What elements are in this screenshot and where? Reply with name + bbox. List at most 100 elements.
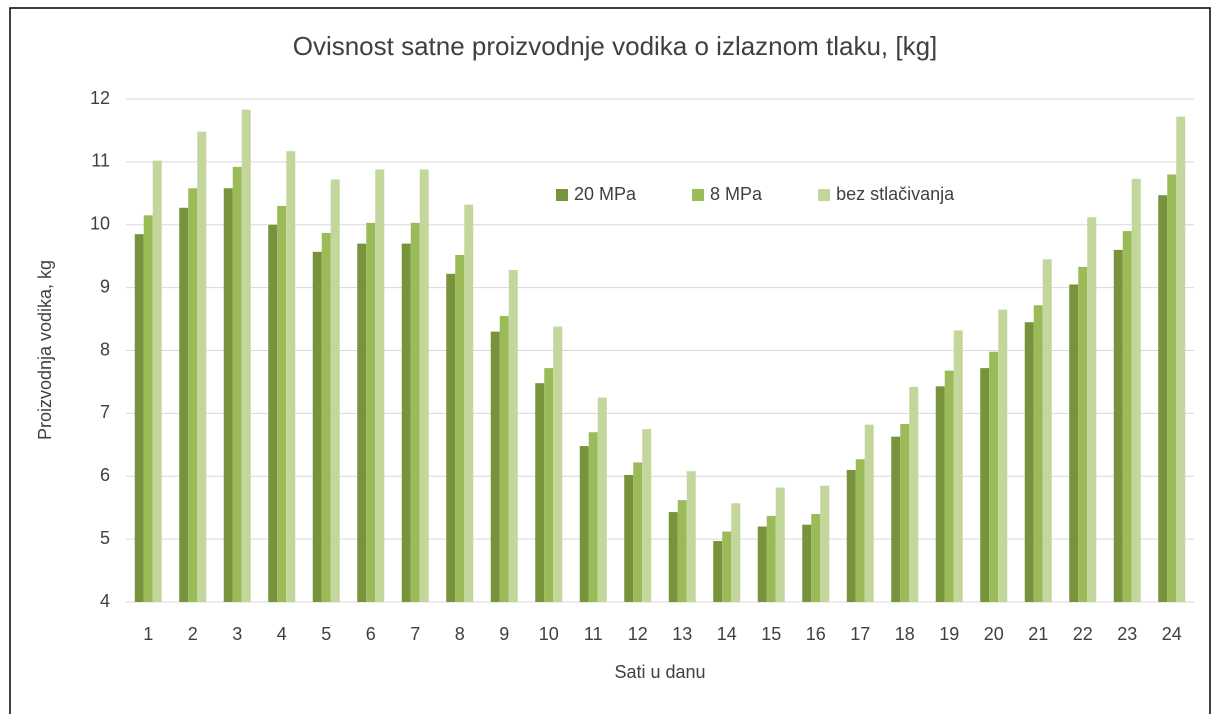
x-tick-label: 12 xyxy=(628,624,648,644)
bar xyxy=(731,503,741,602)
bar xyxy=(766,515,776,602)
bar xyxy=(499,315,509,602)
bar xyxy=(722,531,732,602)
bar xyxy=(1087,217,1097,602)
bar xyxy=(544,368,554,602)
x-tick-label: 21 xyxy=(1028,624,1048,644)
bar xyxy=(223,188,233,602)
bar xyxy=(410,222,420,602)
x-tick-label: 3 xyxy=(232,624,242,644)
bar xyxy=(401,243,411,603)
bar xyxy=(1167,174,1177,602)
x-tick-label: 5 xyxy=(321,624,331,644)
x-tick-label: 2 xyxy=(188,624,198,644)
x-tick-label: 7 xyxy=(410,624,420,644)
bar xyxy=(321,232,331,602)
bar xyxy=(686,471,696,602)
x-tick-label: 8 xyxy=(455,624,465,644)
x-tick-label: 19 xyxy=(939,624,959,644)
x-tick-label: 1 xyxy=(143,624,153,644)
bar xyxy=(588,432,598,602)
x-tick-label: 13 xyxy=(672,624,692,644)
legend-swatch xyxy=(692,189,705,201)
y-tick-label: 4 xyxy=(100,591,110,611)
bar xyxy=(624,474,634,602)
bar xyxy=(909,386,919,602)
y-tick-label: 5 xyxy=(100,528,110,548)
bar xyxy=(802,524,812,602)
bar xyxy=(597,397,607,602)
bar xyxy=(846,469,856,602)
x-tick-label: 10 xyxy=(539,624,559,644)
x-tick-label: 15 xyxy=(761,624,781,644)
bar xyxy=(152,160,162,602)
legend-label: bez stlačivanja xyxy=(836,184,955,204)
y-tick-label: 8 xyxy=(100,339,110,359)
bar xyxy=(508,270,518,602)
x-tick-label: 23 xyxy=(1117,624,1137,644)
bar xyxy=(900,424,910,602)
bar xyxy=(998,309,1008,602)
bar xyxy=(553,326,563,602)
bar xyxy=(633,462,643,602)
x-tick-label: 6 xyxy=(366,624,376,644)
legend-label: 20 MPa xyxy=(574,184,637,204)
legend-swatch xyxy=(556,189,568,201)
bar xyxy=(944,370,954,602)
y-tick-label: 10 xyxy=(90,214,110,234)
x-tick-label: 4 xyxy=(277,624,287,644)
bar xyxy=(143,215,153,602)
bar xyxy=(241,109,251,602)
bar xyxy=(642,429,652,602)
bar xyxy=(446,273,456,602)
bar xyxy=(179,207,189,602)
y-axis-label: Proizvodnja vodika, kg xyxy=(35,260,55,440)
bar xyxy=(864,424,874,602)
bar xyxy=(989,351,999,602)
bar xyxy=(277,205,287,602)
x-tick-label: 16 xyxy=(806,624,826,644)
bar xyxy=(375,169,385,603)
bar xyxy=(891,436,901,602)
bar xyxy=(286,151,296,602)
chart-title: Ovisnost satne proizvodnje vodika o izla… xyxy=(293,31,938,61)
bar xyxy=(357,243,367,603)
bar xyxy=(232,166,242,602)
x-tick-label: 17 xyxy=(850,624,870,644)
y-tick-label: 7 xyxy=(100,402,110,422)
bar xyxy=(490,331,500,602)
bar xyxy=(312,251,322,602)
bar xyxy=(1176,116,1186,602)
x-tick-label: 11 xyxy=(584,624,603,644)
y-tick-label: 6 xyxy=(100,465,110,485)
x-tick-label: 18 xyxy=(895,624,915,644)
x-tick-label: 20 xyxy=(984,624,1004,644)
bar xyxy=(1158,195,1168,603)
bar xyxy=(366,222,376,602)
x-tick-label: 14 xyxy=(717,624,737,644)
chart-frame xyxy=(9,7,1211,714)
bar xyxy=(455,254,465,602)
bar xyxy=(1113,249,1123,602)
bar xyxy=(579,446,589,602)
bar xyxy=(1042,259,1052,602)
bar xyxy=(820,485,830,602)
legend-swatch xyxy=(818,189,831,201)
x-tick-label: 9 xyxy=(499,624,509,644)
bar xyxy=(713,541,723,602)
x-tick-label: 22 xyxy=(1073,624,1093,644)
bar xyxy=(775,487,785,602)
bar xyxy=(188,188,198,602)
bar xyxy=(268,224,278,602)
bar xyxy=(1033,305,1043,602)
x-axis-label: Sati u danu xyxy=(614,662,705,682)
bar xyxy=(1078,266,1088,602)
bar xyxy=(134,234,144,602)
bar xyxy=(535,383,545,602)
bar xyxy=(330,179,340,603)
bar xyxy=(1024,322,1034,602)
y-tick-label: 11 xyxy=(91,151,110,171)
bar xyxy=(1131,178,1141,602)
bar xyxy=(197,131,207,602)
